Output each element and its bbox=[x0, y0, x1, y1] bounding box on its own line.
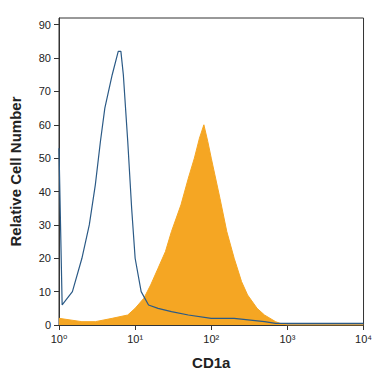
svg-text:40: 40 bbox=[39, 186, 51, 198]
svg-text:90: 90 bbox=[39, 19, 51, 31]
svg-text:Relative Cell Number: Relative Cell Number bbox=[7, 96, 24, 246]
svg-text:10⁴: 10⁴ bbox=[355, 333, 372, 345]
svg-text:0: 0 bbox=[45, 319, 51, 331]
svg-text:10²: 10² bbox=[203, 333, 219, 345]
svg-text:10³: 10³ bbox=[279, 333, 295, 345]
svg-text:30: 30 bbox=[39, 219, 51, 231]
svg-text:10⁰: 10⁰ bbox=[51, 333, 68, 345]
svg-text:70: 70 bbox=[39, 85, 51, 97]
svg-text:10¹: 10¹ bbox=[127, 333, 143, 345]
svg-text:CD1a: CD1a bbox=[192, 354, 231, 371]
svg-text:60: 60 bbox=[39, 119, 51, 131]
svg-text:10: 10 bbox=[39, 286, 51, 298]
svg-text:50: 50 bbox=[39, 152, 51, 164]
svg-text:80: 80 bbox=[39, 52, 51, 64]
svg-text:20: 20 bbox=[39, 252, 51, 264]
